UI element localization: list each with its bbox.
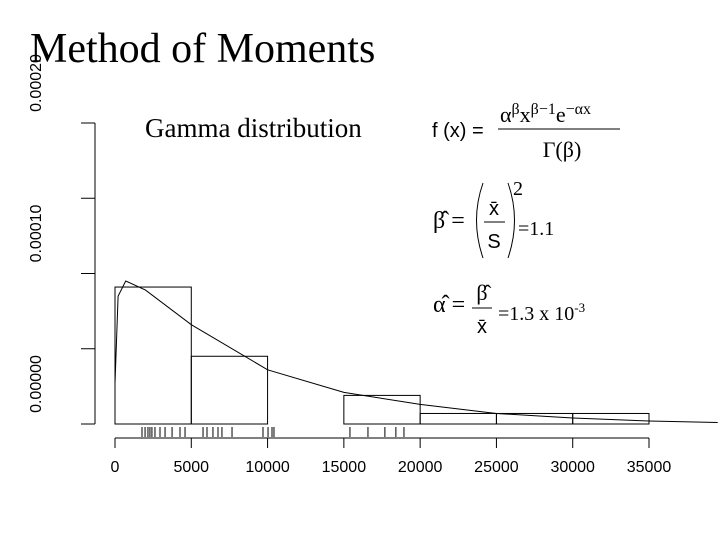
- formula-text: x̄: [489, 198, 499, 220]
- chart-title: Method of Moments: [30, 26, 375, 72]
- x-tick-label: 35000: [627, 459, 672, 476]
- x-tick-label: 25000: [474, 459, 519, 476]
- formula-text: α̂ =: [433, 292, 465, 318]
- formula-text: -3: [574, 300, 585, 315]
- bar: [419, 412, 497, 425]
- formula-text: β−1: [531, 101, 556, 118]
- formula-text: αβxβ−1e−αx: [500, 101, 591, 127]
- formula-text: β: [512, 101, 520, 118]
- formula-text: 2: [513, 178, 523, 200]
- y-tick-label: 0.00010: [28, 204, 45, 262]
- density-curve: [114, 280, 718, 423]
- x-tick-label: 10000: [245, 459, 290, 476]
- formula-text: e: [556, 102, 566, 127]
- formula-text: β̂: [476, 280, 491, 305]
- formula-text: β̂ =: [433, 208, 465, 234]
- density-formula: f (x) = αβxβ−1e−αx Γ(β): [432, 101, 620, 162]
- chart-subtitle: Gamma distribution: [145, 113, 362, 143]
- bar: [343, 394, 421, 425]
- bar: [114, 286, 192, 425]
- bar: [572, 412, 650, 425]
- formula-text: x: [520, 102, 531, 127]
- x-tick-label: 5000: [173, 459, 209, 476]
- bar: [495, 412, 574, 425]
- x-tick-label: 0: [111, 459, 120, 476]
- y-tick-label: 0.00000: [28, 355, 45, 413]
- formula-text: =1.3 x 10-3: [498, 300, 585, 325]
- formula-text: α: [500, 102, 512, 127]
- formula-text: x̄: [477, 316, 487, 338]
- x-tick-label: 20000: [398, 459, 443, 476]
- x-tick-label: 15000: [322, 459, 367, 476]
- paren: [476, 182, 484, 259]
- x-tick-label: 30000: [550, 459, 595, 476]
- beta-formula: β̂ = x̄ S 2 =1.1: [433, 178, 554, 259]
- formula-text: −αx: [566, 101, 591, 118]
- formula-text: S: [487, 231, 500, 253]
- formula-text: f (x) =: [432, 120, 484, 142]
- formula-text: =1.1: [518, 218, 554, 240]
- alpha-formula: α̂ = β̂ x̄ =1.3 x 10-3: [433, 280, 585, 338]
- bar: [190, 355, 269, 425]
- y-tick-label: 0.00020: [28, 54, 45, 112]
- formula-text: Γ(β): [543, 137, 582, 162]
- paren: [507, 182, 515, 259]
- formula-text: =1.3 x 10: [498, 303, 574, 325]
